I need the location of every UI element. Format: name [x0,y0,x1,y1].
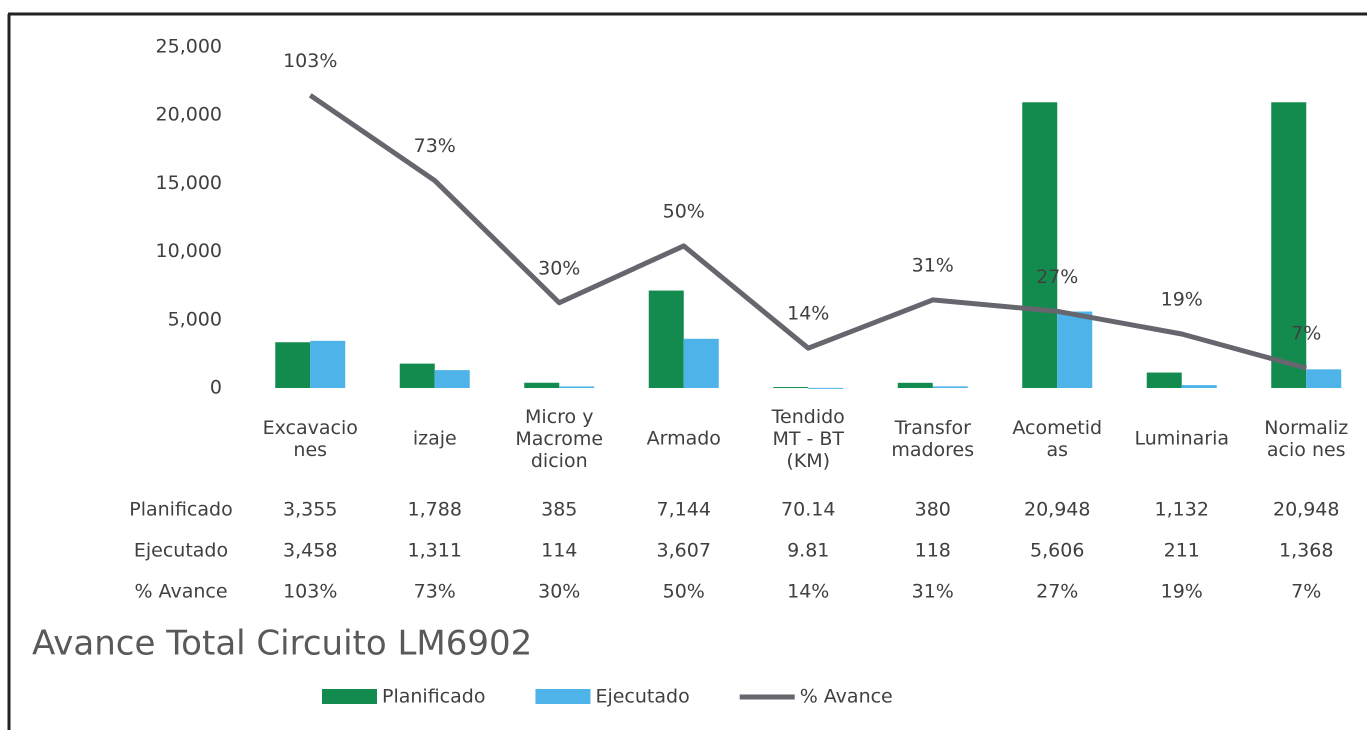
x-tick-label: Acometid as [1012,417,1102,461]
x-tick-label: Micro y Macrome dicion [515,406,603,472]
table-cell: 380 [915,499,951,521]
table-cell: 385 [541,499,577,521]
y-tick-label: 0 [210,377,222,399]
x-tick-label: Transfor madores [891,417,974,461]
chart-title: Avance Total Circuito LM6902 [32,624,532,664]
table-cell: 3,607 [657,540,711,562]
x-tick-label: Excavacio nes [263,417,358,461]
table-cell: 211 [1164,540,1200,562]
table-cell: 5,606 [1030,540,1084,562]
x-tick-label: Normaliz acio nes [1264,417,1348,461]
table-cell: 1,368 [1279,540,1333,562]
data-label: 27% [1036,266,1078,288]
bar [399,363,435,388]
table-cell: 1,311 [408,540,462,562]
data-label: 19% [1161,289,1203,311]
table-cell: 7% [1291,581,1321,603]
bar [275,342,311,388]
table-cell: 118 [915,540,951,562]
table-cell: 1,132 [1155,499,1209,521]
table-row-label: Planificado [129,499,232,521]
table-cell: 14% [787,581,829,603]
y-tick-label: 10,000 [156,240,222,262]
table-cell: 103% [283,581,337,603]
bar [434,370,470,388]
bar [932,386,968,388]
table-cell: 70.14 [781,499,835,521]
table-cell: 73% [414,581,456,603]
bar [559,386,595,388]
bar [310,340,346,388]
bar [1146,372,1182,388]
legend-label: Ejecutado [595,686,689,708]
x-tick-label: Armado [647,428,721,450]
legend-swatch [322,689,377,704]
table-cell: 1,788 [408,499,462,521]
bar [1271,102,1307,388]
bar [897,382,933,388]
y-tick-label: 25,000 [156,36,222,58]
bar [524,382,560,388]
table-cell: 7,144 [657,499,711,521]
bar [1306,369,1342,388]
data-label: 30% [538,257,580,279]
table-cell: 31% [912,581,954,603]
data-label: 14% [787,303,829,325]
data-label: 103% [283,50,337,72]
data-label: 7% [1291,323,1321,345]
bar [683,338,719,388]
legend-swatch [535,689,591,704]
x-tick-label: Tendido MT - BT (KM) [771,406,845,472]
table-row-label: % Avance [134,581,227,603]
table-row-label: Ejecutado [134,540,228,562]
data-label: 73% [414,135,456,157]
bar [1057,311,1093,388]
bar [773,387,809,389]
bar [808,387,844,389]
table-cell: 20,948 [1024,499,1090,521]
data-label: 31% [912,254,954,276]
bar [1022,102,1058,388]
legend-label: % Avance [800,686,893,708]
bar [1181,385,1217,388]
line-series [308,93,1307,371]
table-cell: 3,355 [283,499,337,521]
data-label: 50% [663,200,705,222]
table-cell: 19% [1161,581,1203,603]
table-cell: 114 [541,540,577,562]
table-cell: 3,458 [283,540,337,562]
x-tick-label: izaje [413,428,457,450]
x-tick-label: Luminaria [1135,428,1230,450]
table-cell: 50% [663,581,705,603]
y-tick-label: 20,000 [156,104,222,126]
table-cell: 30% [538,581,580,603]
bar [648,290,684,388]
table-cell: 9.81 [787,540,829,562]
legend-label: Planificado [382,686,485,708]
table-cell: 27% [1036,581,1078,603]
y-tick-label: 5,000 [168,308,222,330]
y-tick-label: 15,000 [156,172,222,194]
table-cell: 20,948 [1273,499,1339,521]
